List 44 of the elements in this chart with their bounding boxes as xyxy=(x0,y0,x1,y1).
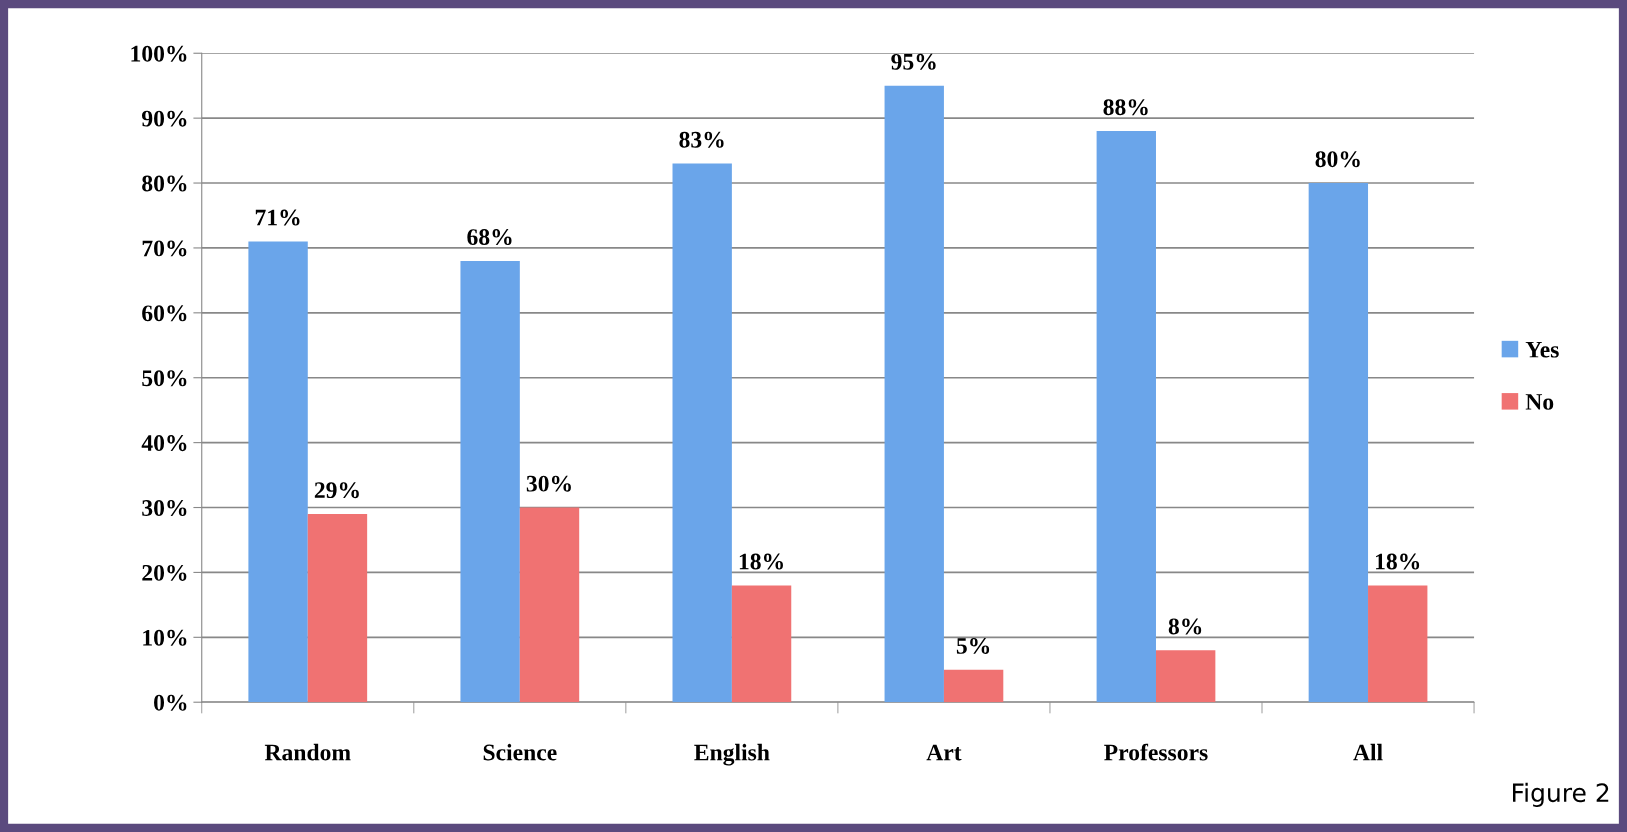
data-label: 5% xyxy=(956,637,990,654)
data-label: 8% xyxy=(1168,618,1202,635)
bar xyxy=(943,669,1004,703)
x-tick-label: Professors xyxy=(1104,743,1208,761)
x-tick-label: Art xyxy=(926,744,962,761)
data-label: 68% xyxy=(467,229,512,246)
bar xyxy=(672,163,732,703)
bar xyxy=(1155,650,1216,703)
caption: Figure 2 xyxy=(1513,782,1609,808)
bar xyxy=(248,241,308,703)
x-tick-label: Science xyxy=(483,743,557,761)
x-tick-label: Random xyxy=(264,743,351,761)
bar xyxy=(307,514,368,703)
data-label: 83% xyxy=(679,131,724,148)
y-tick-label: 0% xyxy=(154,694,187,711)
y-tick-label: 50% xyxy=(142,370,187,387)
y-tick-label: 90% xyxy=(141,110,187,127)
y-tick-label: 20% xyxy=(142,564,187,581)
y-tick-label: 80% xyxy=(142,175,187,192)
bar xyxy=(519,507,580,703)
data-label: 95% xyxy=(891,53,936,70)
x-tick-label: English xyxy=(694,743,770,766)
data-label: 18% xyxy=(1376,553,1420,570)
data-label: 18% xyxy=(739,553,783,570)
y-tick-label: 60% xyxy=(142,305,187,322)
y-tick-label: 40% xyxy=(141,435,187,452)
bar xyxy=(1368,585,1428,703)
y-tick-label: 70% xyxy=(142,240,187,257)
bar xyxy=(1308,183,1369,703)
legend-label: Yes xyxy=(1525,341,1559,358)
data-label: 29% xyxy=(314,482,359,499)
data-label: 30% xyxy=(526,475,571,492)
bar xyxy=(1096,131,1156,703)
data-label: 71% xyxy=(255,209,300,226)
x-tick-label: All xyxy=(1353,743,1383,761)
bar xyxy=(460,260,520,703)
y-tick-label: 10% xyxy=(143,629,187,646)
bar xyxy=(884,85,944,703)
legend-label: No xyxy=(1525,394,1554,410)
y-tick-label: 30% xyxy=(142,500,187,517)
bar xyxy=(731,585,792,703)
data-label: 88% xyxy=(1103,99,1148,116)
y-tick-label: 100% xyxy=(131,45,187,62)
data-label: 80% xyxy=(1315,151,1360,168)
